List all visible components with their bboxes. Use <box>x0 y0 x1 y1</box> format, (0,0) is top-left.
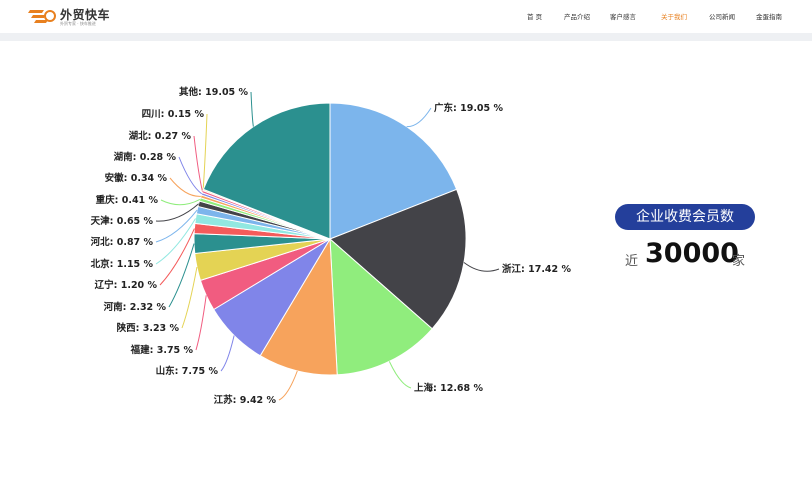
data-label-5: 山东: 7.75 % <box>156 365 219 377</box>
logo-wings-icon <box>28 10 56 23</box>
connector-line-18 <box>250 91 254 127</box>
data-label-8: 河南: 2.32 % <box>104 301 167 313</box>
pie-chart: 广东: 19.05 % 浙江: 17.42 % 上海: 12.68 % 江苏: 9.4… <box>91 86 572 406</box>
member-count-number: 30000 <box>645 238 739 269</box>
connector-line-4 <box>278 370 298 401</box>
connector-line-6 <box>195 295 207 351</box>
pie-slice-3[interactable] <box>329 237 433 376</box>
pie-slice-1[interactable] <box>329 102 458 240</box>
connector-line-9 <box>159 228 195 286</box>
nav-about[interactable]: 关于我们 <box>661 13 687 21</box>
data-label-3: 上海: 12.68 % <box>414 382 483 394</box>
nav-home[interactable]: 首 页 <box>527 13 543 21</box>
logo-subtitle: 外贸专家 · 快车推进 <box>60 21 96 26</box>
logo-title: 外贸快车 <box>60 8 111 22</box>
connector-line-5 <box>220 335 235 372</box>
connector-line-8 <box>168 243 195 308</box>
data-label-12: 天津: 0.65 % <box>91 215 154 227</box>
connector-line-2 <box>463 262 500 272</box>
data-label-17: 四川: 0.15 % <box>142 109 205 120</box>
connector-line-11 <box>155 209 198 243</box>
nav-products[interactable]: 产品介绍 <box>564 13 590 21</box>
site-header: 外贸快车 外贸专家 · 快车推进 首 页 产品介绍 客户感言 关于我们 公司新闻… <box>0 0 812 33</box>
data-label-18: 其他: 19.05 % <box>179 86 248 98</box>
nav-guide[interactable]: 金蛋指南 <box>756 13 782 21</box>
member-count-prefix: 近 <box>625 254 639 269</box>
connector-line-17 <box>202 113 208 190</box>
data-label-2: 浙江: 17.42 % <box>502 263 571 275</box>
nav-news[interactable]: 公司新闻 <box>709 13 735 21</box>
connector-line-16 <box>193 135 204 192</box>
data-label-13: 重庆: 0.41 % <box>96 194 159 206</box>
member-count-unit: 家 <box>732 254 746 269</box>
data-label-14: 安徽: 0.34 % <box>105 172 168 184</box>
connector-line-7 <box>181 266 198 329</box>
pie-chart-container: 广东: 19.05 % 浙江: 17.42 % 上海: 12.68 % 江苏: 9.4… <box>0 41 600 482</box>
data-label-4: 江苏: 9.42 % <box>214 394 277 406</box>
connector-line-15 <box>178 156 203 195</box>
header-divider-bar <box>0 33 812 41</box>
data-label-1: 广东: 19.05 % <box>434 102 503 114</box>
data-label-16: 湖北: 0.27 % <box>129 130 192 142</box>
pie-slice-4[interactable] <box>259 237 338 376</box>
connector-line-3 <box>388 361 412 389</box>
data-label-9: 辽宁: 1.20 % <box>95 279 158 291</box>
data-label-6: 福建: 3.75 % <box>130 344 194 356</box>
connector-line-12 <box>155 203 199 222</box>
member-count: 近 30000 家 <box>620 238 760 274</box>
member-count-badge: 企业收费会员数 <box>615 204 755 230</box>
data-label-11: 河北: 0.87 % <box>91 236 154 248</box>
connector-line-13 <box>160 198 201 206</box>
data-label-7: 陕西: 3.23 % <box>117 322 180 334</box>
pie-slice-18[interactable] <box>202 102 331 240</box>
nav-testimonials[interactable]: 客户感言 <box>610 13 636 21</box>
data-label-15: 湖南: 0.28 % <box>114 151 177 163</box>
data-label-10: 北京: 1.15 % <box>91 258 154 270</box>
connector-line-1 <box>406 107 432 128</box>
pie-slice-2[interactable] <box>329 188 467 330</box>
connector-line-14 <box>169 177 201 197</box>
connector-line-10 <box>155 218 196 265</box>
